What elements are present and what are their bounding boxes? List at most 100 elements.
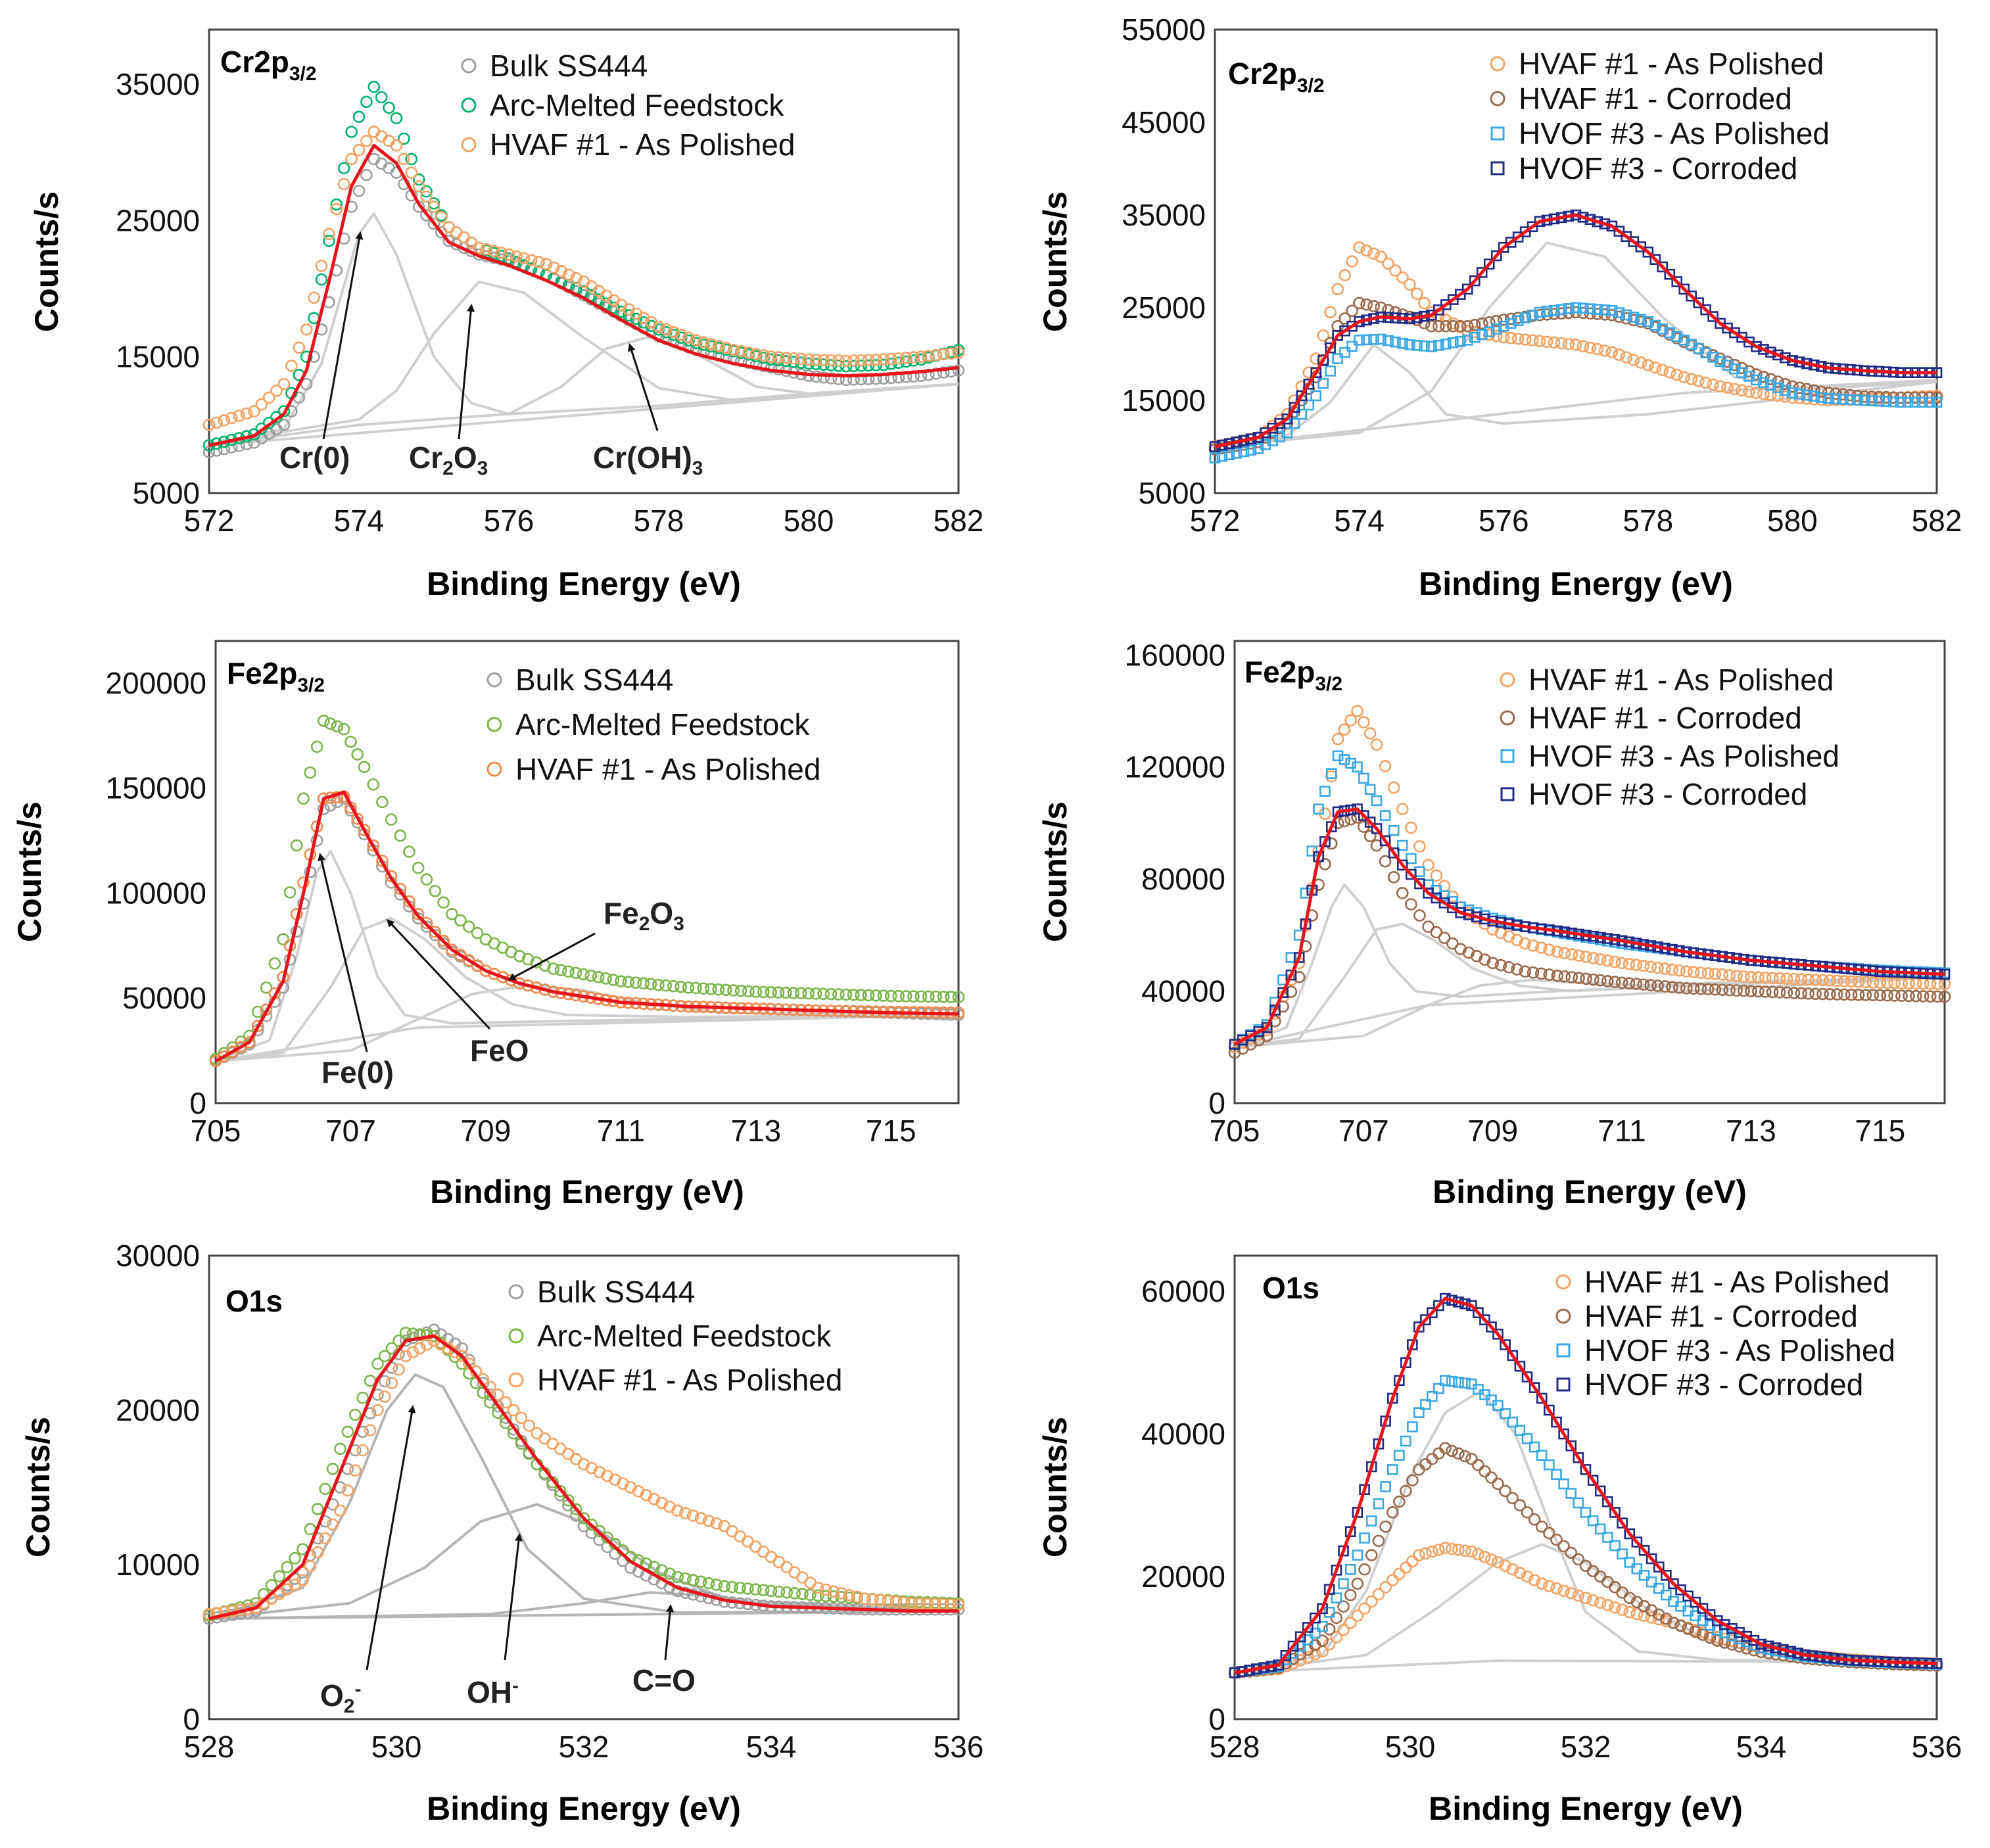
data-point — [663, 1567, 676, 1580]
data-point — [1513, 1499, 1527, 1511]
data-point — [562, 965, 575, 978]
y-tick-label: 20000 — [116, 1393, 200, 1427]
data-point — [907, 351, 920, 364]
data-point — [1630, 978, 1643, 990]
data-point — [945, 991, 957, 1003]
data-point — [1696, 1628, 1709, 1641]
data-point — [561, 1494, 575, 1507]
data-point — [1380, 1481, 1391, 1492]
legend-label: HVAF #1 - As Polished — [1519, 47, 1824, 81]
data-point — [1726, 1630, 1738, 1642]
data-point — [290, 839, 303, 852]
data-point — [1455, 336, 1466, 347]
data-point — [1916, 990, 1930, 1003]
data-point — [922, 990, 935, 1003]
y-tick-label: 30000 — [116, 1239, 200, 1273]
data-point — [1394, 1450, 1405, 1461]
data-point — [1231, 448, 1243, 459]
data-point — [1866, 989, 1880, 1002]
data-point — [1704, 1609, 1716, 1621]
y-tick-label: 100000 — [106, 876, 207, 910]
data-point — [1535, 1577, 1548, 1590]
data-point — [1514, 1360, 1526, 1372]
data-point — [843, 1588, 856, 1601]
data-point — [824, 987, 838, 1001]
data-point — [1580, 1507, 1592, 1518]
data-point — [1579, 1592, 1592, 1604]
data-point — [1446, 1444, 1458, 1457]
data-point — [300, 350, 313, 363]
data-point — [360, 95, 373, 108]
data-point — [1623, 1606, 1636, 1619]
component-peak-line — [215, 849, 959, 1062]
data-point — [1373, 1498, 1385, 1509]
data-point — [1570, 302, 1582, 314]
data-point — [1686, 290, 1697, 302]
data-point — [671, 1504, 684, 1517]
data-point — [1565, 1488, 1577, 1499]
data-point — [385, 1342, 398, 1355]
data-point — [1313, 803, 1324, 815]
data-point — [1617, 1548, 1628, 1560]
data-point — [1452, 1544, 1465, 1556]
y-axis-title: Counts/s — [1037, 191, 1074, 332]
envelope-fit-line — [1233, 807, 1945, 1046]
data-point — [334, 1504, 346, 1517]
data-point — [1613, 307, 1625, 318]
data-point — [862, 354, 875, 366]
data-point — [1555, 304, 1567, 316]
x-axis-title: Binding Energy (eV) — [430, 1173, 744, 1210]
data-point — [1358, 716, 1370, 728]
data-point — [1888, 976, 1901, 989]
legend-label: Bulk SS444 — [490, 49, 648, 83]
data-point — [1689, 1625, 1702, 1638]
x-tick-label: 574 — [334, 504, 385, 538]
data-point — [1396, 271, 1409, 284]
data-point — [1485, 1471, 1498, 1484]
data-point — [1779, 377, 1791, 391]
data-point — [1365, 1515, 1377, 1527]
data-point — [270, 385, 283, 397]
data-point — [694, 1512, 707, 1525]
x-axis-title: Binding Energy (eV) — [1429, 1790, 1743, 1827]
data-point — [1623, 977, 1636, 990]
data-point — [827, 1585, 840, 1598]
data-point — [1280, 1649, 1292, 1661]
data-point — [712, 340, 725, 352]
data-point — [1902, 396, 1914, 408]
data-point — [1707, 311, 1718, 322]
component-peak-line — [208, 1373, 959, 1621]
data-point — [1344, 1617, 1357, 1629]
data-point — [686, 1509, 699, 1522]
y-tick-labels: 5000 15000 25000 35000 45000 55000 — [1122, 12, 1206, 510]
data-point — [348, 1464, 362, 1477]
data-point — [1558, 1428, 1569, 1440]
legend-marker — [1490, 91, 1505, 107]
data-point — [726, 1580, 738, 1594]
data-point — [929, 1598, 941, 1611]
data-point — [817, 987, 830, 1001]
x-tick-label: 580 — [784, 504, 834, 538]
data-point — [630, 312, 643, 325]
data-point — [1599, 304, 1611, 316]
data-point — [1540, 335, 1553, 348]
data-point — [1659, 962, 1671, 975]
annotation-arrow-cr2o3 — [458, 304, 475, 440]
data-point — [660, 323, 673, 336]
data-point — [265, 1579, 278, 1592]
legend-label: HVOF #3 - Corroded — [1528, 777, 1807, 811]
data-point — [1772, 382, 1784, 394]
data-point — [1916, 396, 1928, 408]
data-point — [1701, 967, 1715, 980]
x-tick-label: 705 — [1210, 1114, 1260, 1148]
y-axis-title: Counts/s — [1037, 1417, 1074, 1557]
data-point — [914, 350, 928, 363]
data-point — [1387, 1464, 1398, 1475]
data-point — [1697, 1603, 1709, 1614]
data-point — [1674, 1619, 1687, 1632]
data-point — [1420, 1399, 1431, 1410]
legend-label: HVAF #1 - Corroded — [1584, 1299, 1858, 1333]
data-point — [262, 391, 275, 404]
data-point — [601, 1531, 613, 1544]
data-point — [1281, 427, 1293, 438]
